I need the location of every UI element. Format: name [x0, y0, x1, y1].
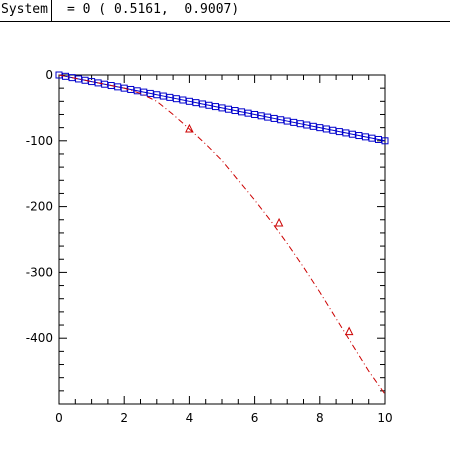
series-1-point [185, 97, 193, 105]
series-1-point [264, 113, 272, 121]
series-1-point [172, 95, 180, 103]
series-1-point [153, 91, 161, 99]
series-2-point [185, 123, 194, 133]
series-1-point [355, 132, 363, 140]
series-1-point [88, 78, 96, 86]
series-1-point [251, 110, 259, 118]
series-1-point [205, 101, 213, 109]
series-1-point [94, 79, 102, 87]
series-1-point [335, 128, 343, 136]
series-1-point [270, 114, 278, 122]
series-1-point [309, 122, 317, 130]
series-1-point [374, 135, 382, 143]
x-tick-label: 8 [316, 411, 324, 425]
series-2-point [274, 217, 284, 227]
series-1-point [211, 103, 219, 111]
series-1-point [303, 121, 311, 129]
series-1-point [68, 74, 76, 82]
series-1-point [238, 108, 246, 116]
series-1-point [198, 100, 206, 108]
series-1-point [107, 82, 115, 90]
series-1-point [368, 134, 376, 142]
x-tick-label: 6 [251, 411, 259, 425]
series-1-point [342, 129, 350, 137]
series-1-point [322, 125, 330, 133]
series-1-point [55, 71, 63, 79]
series-1-point [316, 124, 324, 132]
y-tick-label: -300 [26, 265, 53, 279]
series-1-point [225, 105, 233, 113]
y-tick-label: -200 [26, 200, 53, 214]
series-1-point [231, 107, 239, 115]
series-1-point [381, 137, 389, 145]
series-1-point [75, 75, 83, 83]
system-value: = 0 ( 0.5161, 0.9007) [67, 2, 240, 17]
series-1-point [101, 80, 109, 88]
series-1-point [277, 116, 285, 124]
series-1-point [62, 72, 70, 80]
series-1-point [120, 84, 128, 92]
x-tick-label: 0 [55, 411, 63, 425]
series-1-point [290, 118, 298, 126]
series-1-point [133, 87, 141, 95]
x-tick-label: 4 [186, 411, 194, 425]
x-tick-label: 10 [377, 411, 392, 425]
y-tick-label: 0 [45, 68, 53, 82]
system-header: System = 0 ( 0.5161, 0.9007) [0, 0, 450, 22]
y-tick-label: -100 [26, 134, 53, 148]
system-label: System [1, 0, 52, 21]
series-1-point [257, 112, 265, 120]
series-1-point [348, 130, 356, 138]
x-tick-label: 2 [120, 411, 128, 425]
series-1-point [81, 76, 89, 84]
series-1-point [244, 109, 252, 117]
series-1-point [114, 83, 122, 91]
series-1-point [166, 93, 174, 101]
series-1-point [159, 92, 167, 100]
series-1-point [146, 89, 154, 97]
series-2-point [344, 326, 354, 336]
series-2-line [58, 74, 386, 395]
series-1-point [283, 117, 291, 125]
series-1-point [218, 104, 226, 112]
plot-frame [58, 74, 386, 405]
series-1-point [192, 99, 200, 107]
series-1-point [179, 96, 187, 104]
series-1-point [329, 126, 337, 134]
series-1-point [296, 120, 304, 128]
series-1-point [361, 133, 369, 141]
y-tick-label: -400 [26, 331, 53, 345]
